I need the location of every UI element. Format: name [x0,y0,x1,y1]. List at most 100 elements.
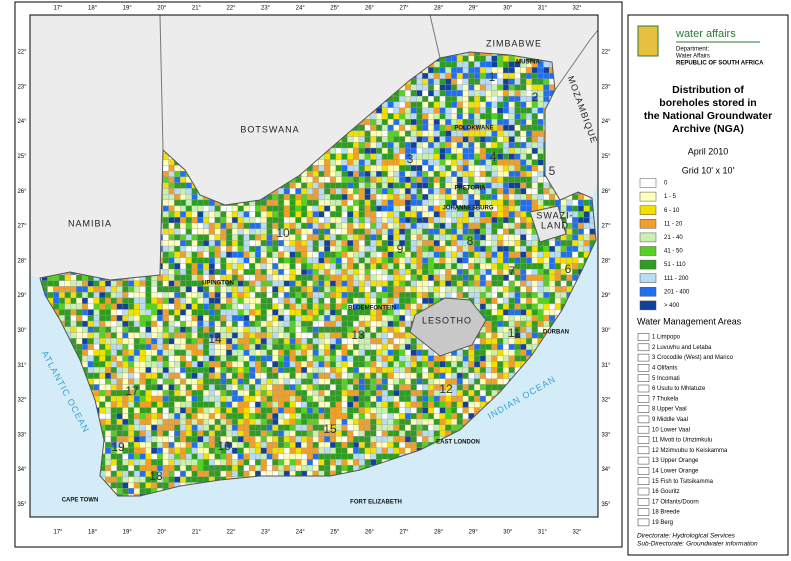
grid-cell [87,338,94,345]
grid-cell [231,257,238,264]
grid-cell [81,320,89,327]
grid-cell [191,309,198,316]
grid-cell [537,280,544,287]
grid-cell [99,286,106,293]
grid-cell [329,211,337,218]
grid-cell [474,217,481,224]
grid-cell [393,153,400,160]
grid-cell [324,309,331,316]
grid-cell [549,292,556,299]
grid-cell [185,222,192,229]
grid-cell [58,303,65,310]
grid-cell [491,280,498,287]
grid-cell [99,309,106,316]
grid-cell [376,257,383,264]
grid-cell [479,297,486,304]
grid-cell [531,251,538,258]
grid-cell [341,280,348,287]
grid-cell [347,240,354,247]
grid-cell [422,297,429,304]
grid-cell [479,78,486,85]
grid-cell [364,240,371,247]
grid-cell [479,55,486,62]
grid-cell [151,292,158,299]
grid-cell [254,257,262,264]
grid-cell [335,332,342,339]
grid-cell [531,78,538,85]
grid-cell [514,228,521,235]
grid-cell [174,188,181,195]
grid-cell [376,170,383,178]
grid-cell [416,199,423,206]
grid-cell [180,182,187,189]
grid-cell [433,280,440,287]
grid-cell [387,159,394,166]
grid-cell [203,245,210,252]
grid-cell [364,170,371,178]
grid-cell [514,78,521,85]
grid-cell [128,286,135,293]
grid-cell [174,211,181,218]
grid-cell [399,234,406,241]
grid-cell [462,95,469,103]
grid-cell [399,130,406,137]
grid-cell [491,130,498,137]
grid-cell [410,182,417,189]
grid-cell [520,113,527,120]
grid-cell [174,338,181,345]
grid-cell [520,95,527,103]
grid-cell [128,320,135,327]
grid-cell [53,286,60,293]
grid-cell [508,194,515,201]
grid-cell [191,274,198,281]
grid-cell [439,274,446,281]
grid-cell [474,268,481,276]
grid-cell [278,280,285,287]
grid-cell [64,309,71,316]
grid-cell [387,240,394,247]
grid-cell [329,222,337,229]
grid-cell [427,211,435,218]
grid-cell [410,217,417,224]
grid-cell [364,251,371,258]
grid-cell [393,257,400,264]
grid-cell [203,268,210,276]
grid-cell [497,217,504,224]
grid-cell [543,280,550,287]
grid-cell [520,84,527,91]
grid-cell [151,326,158,333]
grid-cell [531,194,538,201]
grid-cell [410,263,417,270]
grid-cell [128,338,135,345]
grid-cell [168,194,175,201]
grid-cell [341,234,348,241]
grid-cell [520,292,527,299]
grid-cell [474,165,481,172]
grid-cell [497,95,504,103]
grid-cell [220,234,227,241]
grid-cell [185,292,192,299]
grid-cell [514,119,521,126]
grid-cell [531,199,538,206]
grid-cell [456,78,463,85]
grid-cell [497,107,504,114]
grid-cell [364,136,371,143]
grid-cell [508,165,515,172]
grid-cell [116,315,123,322]
grid-cell [266,217,273,224]
grid-cell [393,211,400,218]
grid-cell [295,234,302,241]
grid-cell [416,176,423,183]
grid-cell [208,245,215,252]
grid-cell [462,101,469,108]
grid-cell [364,234,371,241]
grid-cell [572,240,579,247]
grid-cell [462,170,469,178]
grid-cell [554,240,561,247]
grid-cell [387,188,394,195]
grid-cell [289,205,296,212]
grid-cell [249,211,256,218]
grid-cell [358,124,365,131]
grid-cell [416,124,423,131]
grid-cell [329,251,337,258]
